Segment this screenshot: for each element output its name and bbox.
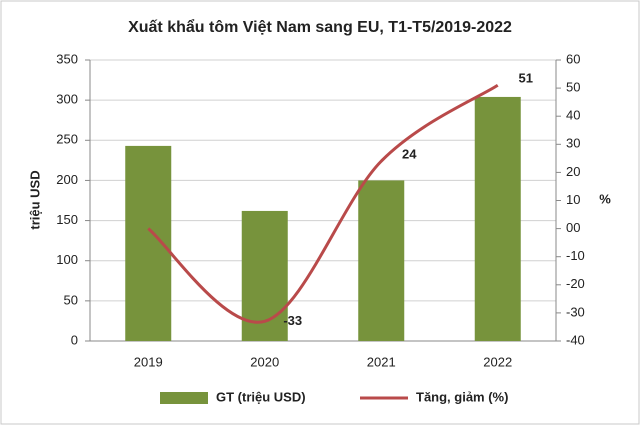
y-tick-label: 250: [56, 132, 78, 147]
y-tick-label: 200: [56, 172, 78, 187]
y2-tick-label: -40: [566, 332, 585, 347]
y-tick-label: 300: [56, 92, 78, 107]
x-tick-label: 2021: [367, 354, 396, 369]
y2-tick-label: -20: [566, 276, 585, 291]
y2-tick-label: 00: [566, 220, 580, 235]
legend-label: Tăng, giảm (%): [416, 389, 508, 404]
y2-axis-label: %: [599, 191, 611, 206]
bar: [241, 210, 288, 341]
bar: [358, 180, 405, 341]
y2-tick-label: 20: [566, 164, 580, 179]
data-label: -33: [283, 313, 302, 328]
chart-title: Xuất khẩu tôm Việt Nam sang EU, T1-T5/20…: [128, 18, 512, 36]
y2-tick-label: 40: [566, 108, 580, 123]
x-tick-label: 2022: [483, 354, 512, 369]
data-label: 51: [519, 71, 533, 86]
x-tick-label: 2019: [134, 354, 163, 369]
x-tick-label: 2020: [250, 354, 279, 369]
y-tick-label: 350: [56, 51, 78, 66]
y2-tick-label: -30: [566, 304, 585, 319]
y2-tick-label: 30: [566, 136, 580, 151]
y-tick-label: 100: [56, 252, 78, 267]
data-label: 24: [402, 147, 417, 162]
line: [147, 84, 499, 324]
y2-tick-label: 10: [566, 192, 580, 207]
y-tick-label: 150: [56, 212, 78, 227]
y-tick-label: 0: [71, 332, 78, 347]
y-axis-label: triệu USD: [27, 170, 42, 229]
bar: [474, 96, 521, 341]
y2-tick-label: 50: [566, 80, 580, 95]
y-tick-label: 50: [64, 292, 78, 307]
y2-tick-label: -10: [566, 248, 585, 263]
y2-tick-label: 60: [566, 51, 580, 66]
legend-label: GT (triệu USD): [216, 389, 306, 404]
legend-swatch: [160, 392, 208, 404]
